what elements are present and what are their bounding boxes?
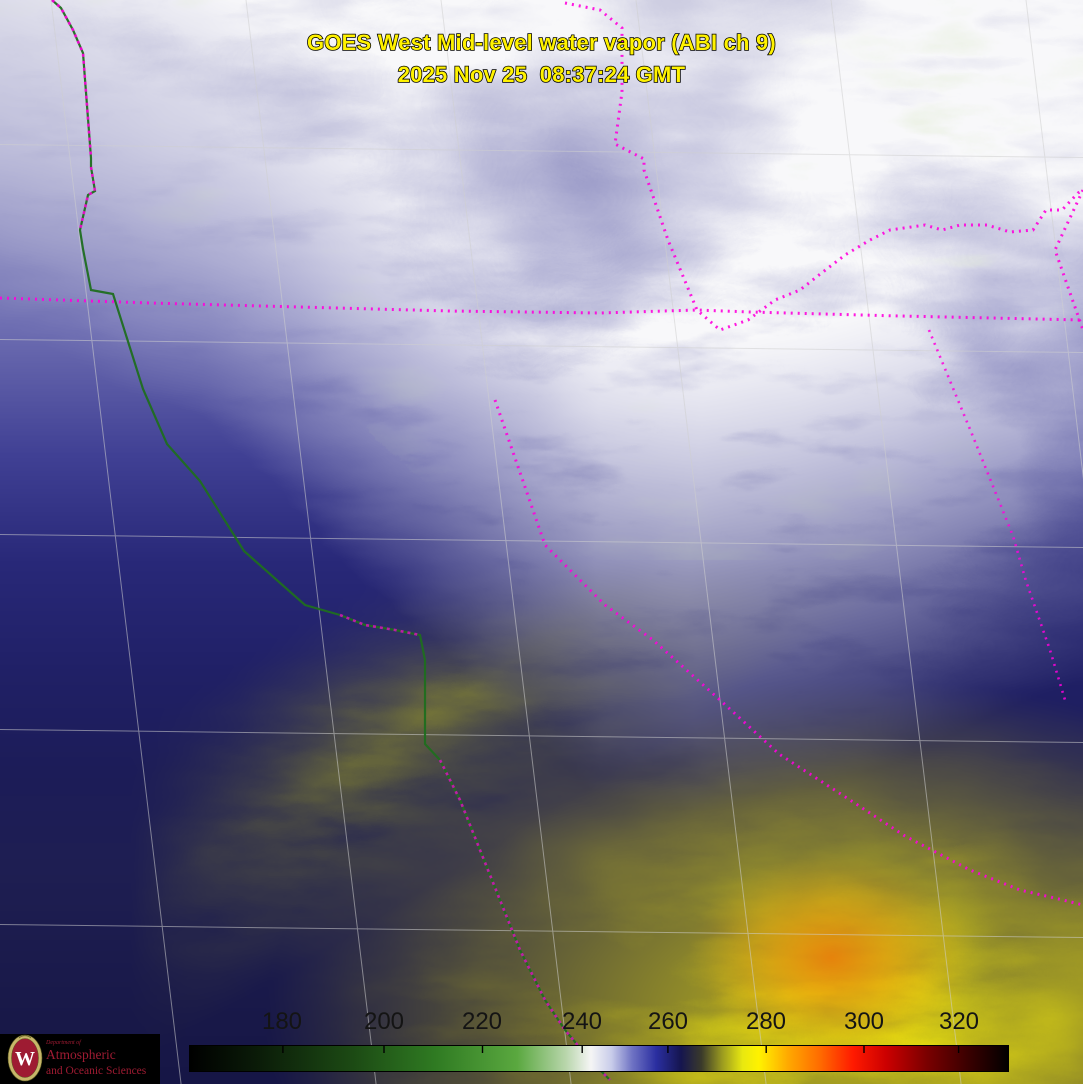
svg-text:Atmospheric: Atmospheric [46,1047,116,1062]
svg-text:Department of: Department of [45,1039,82,1046]
svg-text:and Oceanic Sciences: and Oceanic Sciences [46,1065,147,1077]
svg-text:W: W [15,1048,35,1070]
